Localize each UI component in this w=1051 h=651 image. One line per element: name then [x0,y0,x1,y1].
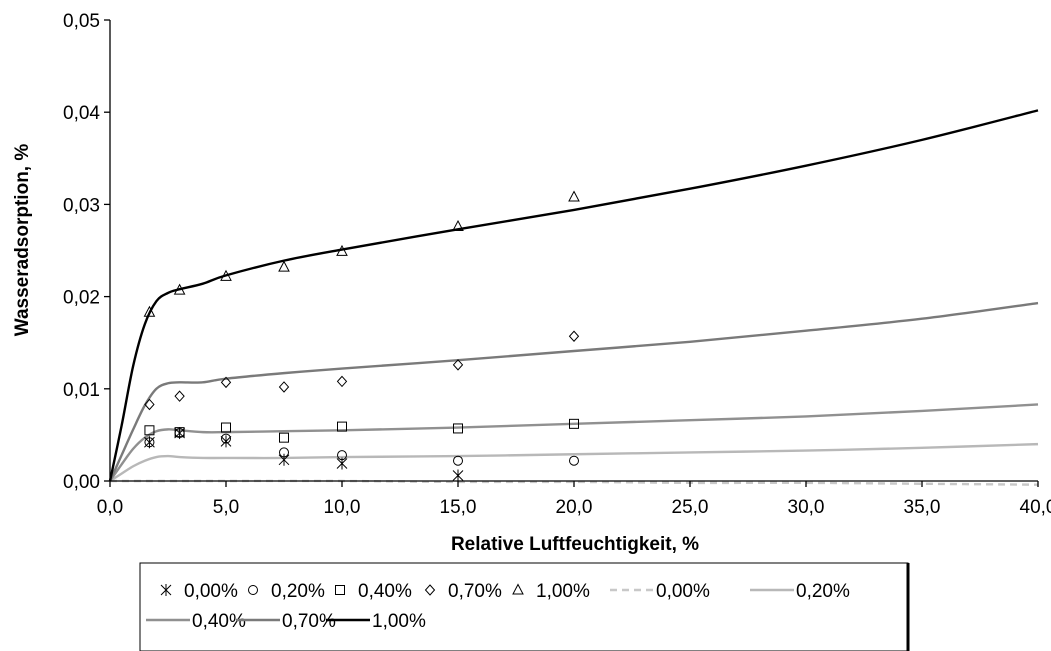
data-point-circle [144,437,155,448]
plot-area [108,109,1039,486]
x-tick-label: 30,0 [788,497,825,518]
data-point-square [337,421,347,432]
data-point-diamond [174,390,185,402]
x-axis-title: Relative Luftfeuchtigkeit, % [451,534,699,555]
x-tick-label: 20,0 [556,497,593,518]
legend-marker-square [335,585,345,595]
x-tick-label: 40,0 [1020,497,1051,518]
legend-label: 0,70% [448,581,502,602]
series-line-100 [108,109,1039,482]
y-tick-label: 0,00 [63,472,100,493]
data-point-asterisk [452,469,464,482]
data-point-diamond [278,381,290,393]
data-point-triangle [278,260,290,272]
data-point-triangle [452,219,464,232]
data-point-square [279,432,289,443]
y-axis-ticks: 0,00 0,01 0,02 0,03 0,04 0,05 [63,11,110,493]
data-point-triangle [173,283,186,295]
legend-marker-asterisk [160,584,172,596]
legend-label: 0,20% [796,581,850,602]
data-point-diamond [452,359,464,371]
data-point-square [144,425,155,436]
x-tick-label: 5,0 [213,497,239,518]
y-tick-label: 0,02 [63,288,100,309]
data-point-asterisk [220,435,232,448]
legend-marker-circle [248,585,258,595]
x-tick-label: 25,0 [672,497,709,518]
y-tick-label: 0,01 [63,380,100,401]
legend-label: 1,00% [372,611,426,632]
x-tick-label: 0,0 [97,497,123,518]
data-point-square [569,418,579,429]
legend-marker-diamond [424,584,436,596]
series-line-020 [109,442,1039,483]
legend: 0,00% 0,20% 0,40% 0,70% 1,00% 0,00% 0,20% 0,40%… [139,562,910,651]
legend-box [139,562,909,651]
legend-label: 1,00% [536,581,590,602]
data-point-square [174,427,185,438]
data-point-circle [453,455,463,466]
y-tick-label: 0,03 [63,195,100,216]
data-point-square [453,423,463,434]
data-point-circle [279,447,289,458]
y-tick-label: 0,05 [63,11,100,32]
data-point-circle [337,450,347,461]
data-point-triangle [220,269,232,281]
data-point-circle [221,433,231,444]
data-point-triangle [568,190,580,202]
series-line-040 [109,403,1039,482]
x-tick-label: 10,0 [324,497,361,518]
data-point-diamond [144,398,155,411]
y-tick-label: 0,04 [63,103,100,124]
legend-label: 0,70% [282,611,336,632]
y-axis-title: Wasseradsorption, % [12,144,33,337]
x-tick-label: 35,0 [904,497,941,518]
data-point-triangle [143,305,156,317]
series-line-070 [108,301,1039,482]
data-point-square [221,422,231,433]
legend-label: 0,00% [184,581,238,602]
data-point-triangle [336,244,348,256]
legend-marker-triangle [512,583,524,595]
data-point-diamond [568,330,580,342]
legend-label: 0,00% [656,581,710,602]
data-point-diamond [220,376,232,389]
x-axis-ticks: 0,0 5,0 10,0 15,0 20,0 25,0 30,0 35,0 40,0 [97,481,1051,518]
data-point-asterisk [278,453,290,466]
data-point-circle [569,455,579,466]
data-point-diamond [336,375,348,388]
legend-label: 0,40% [192,611,246,632]
legend-label: 0,20% [271,581,325,602]
x-tick-label: 15,0 [440,497,477,518]
legend-label: 0,40% [358,581,412,602]
